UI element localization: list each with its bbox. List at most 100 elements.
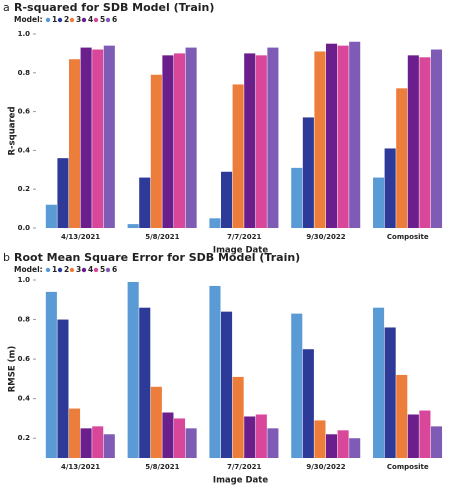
bar [373,177,385,228]
y-tick-label: 0.8 [18,69,31,77]
legend-label: 4 [88,15,93,24]
bar [244,416,256,458]
y-tick-label: 0.2 [18,185,31,193]
legend-swatch [93,17,99,23]
legend-swatch [45,267,51,273]
y-tick-label: 1.0 [18,30,31,38]
bar [185,47,197,228]
bar [255,55,267,229]
x-axis-label: Image Date [213,476,268,486]
y-tick-label: 1.0 [18,276,31,284]
y-tick-label: 0.8 [18,316,31,324]
legend-label: 3 [76,265,81,274]
bar [221,311,233,458]
bar [430,426,443,458]
bar [291,313,303,458]
bar [57,158,69,228]
panel-label: a [3,1,10,14]
x-axis-label: Image Date [213,246,268,256]
legend-swatch [57,17,63,23]
bar [349,41,361,229]
bar [267,47,279,228]
bar [173,418,186,458]
bar [162,412,174,458]
bar [80,428,92,458]
bar [373,307,385,458]
legend-swatch [93,267,99,273]
y-tick-label: 0.6 [18,355,31,363]
legend-label: 6 [112,265,117,274]
legend-swatch [105,17,111,23]
bar [173,53,186,229]
bar [103,45,115,228]
bar [302,349,314,458]
legend-label: 2 [64,15,69,24]
bar [162,55,174,229]
bar [430,49,443,228]
legend-label: 6 [112,15,117,24]
bar [92,49,104,228]
bar [314,420,326,458]
legend-swatch [45,17,51,23]
bar [127,224,139,228]
bar [209,218,221,228]
x-tick-label: Composite [387,233,429,241]
x-tick-label: 7/7/2021 [227,233,261,241]
bar [209,285,221,458]
y-tick-label: 0.2 [18,434,31,442]
legend-label: 1 [52,15,57,24]
legend-label: 3 [76,15,81,24]
bar [244,53,256,229]
x-tick-label: 5/8/2021 [145,463,179,471]
legend-swatch [57,267,63,273]
bar [407,55,419,229]
bar [232,84,244,228]
legend-label: 5 [100,15,105,24]
legend-label: 4 [88,265,93,274]
bar [57,319,69,458]
x-tick-label: Composite [387,463,429,471]
bar [302,117,314,228]
x-tick-label: 9/30/2022 [306,463,345,471]
legend-label: 5 [100,265,105,274]
legend-title: Model: [14,265,43,274]
bar [396,374,408,458]
y-tick-label: 0.0 [18,224,31,232]
bar [150,74,162,229]
x-tick-label: 5/8/2021 [145,233,179,241]
bar [314,51,326,229]
y-axis-label: R-squared [8,106,18,155]
bar [384,327,396,458]
legend-label: 1 [52,265,57,274]
bar [267,428,279,458]
bar [291,167,303,228]
bar [45,204,57,228]
y-axis-label: RMSE (m) [8,346,18,393]
legend-swatch [81,17,87,23]
bar [103,434,115,458]
x-tick-label: 7/7/2021 [227,463,261,471]
x-tick-label: 9/30/2022 [306,233,345,241]
bar [150,386,162,458]
legend-swatch [105,267,111,273]
chart-title: R-squared for SDB Model (Train) [14,1,214,14]
bar [45,291,57,458]
bar [419,410,431,458]
legend-label: 2 [64,265,69,274]
bar [419,57,431,228]
y-tick-label: 0.4 [18,395,31,403]
bar [325,434,338,458]
bar [185,428,197,458]
x-tick-label: 4/13/2021 [61,463,100,471]
bar [337,430,349,458]
x-tick-label: 4/13/2021 [61,233,100,241]
bar [255,414,267,458]
legend-swatch [69,17,75,23]
y-tick-label: 0.6 [18,108,31,116]
bar [325,43,338,229]
chart-title: Root Mean Square Error for SDB Model (Tr… [14,251,300,264]
y-tick-label: 0.4 [18,146,31,154]
legend-swatch [69,267,75,273]
bar [127,281,139,458]
